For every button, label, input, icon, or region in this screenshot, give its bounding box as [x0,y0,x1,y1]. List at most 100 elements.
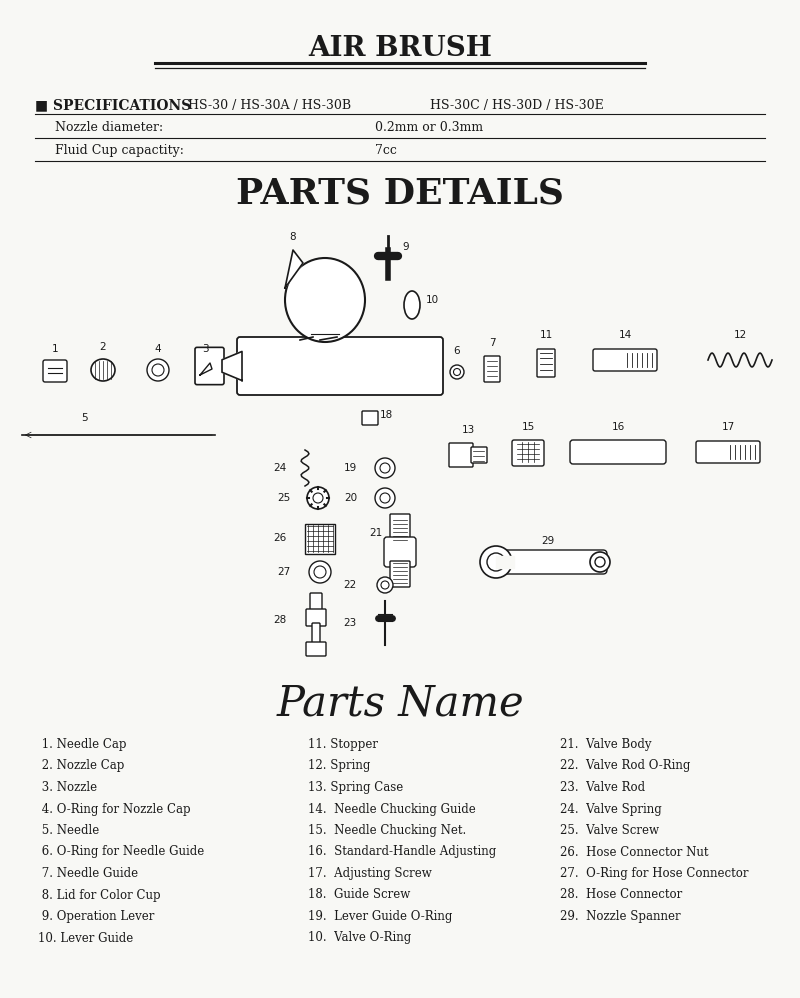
FancyBboxPatch shape [362,411,378,425]
Ellipse shape [285,258,365,342]
Text: HS-30C / HS-30D / HS-30E: HS-30C / HS-30D / HS-30E [430,99,604,112]
Text: 12: 12 [734,330,746,340]
FancyBboxPatch shape [489,550,607,574]
Text: 21.  Valve Body: 21. Valve Body [560,738,651,751]
Text: 6: 6 [454,346,460,356]
Circle shape [147,359,169,381]
FancyBboxPatch shape [384,537,416,567]
Text: 3: 3 [202,344,208,354]
Circle shape [307,487,329,509]
Circle shape [590,552,610,572]
Text: 18: 18 [380,410,394,420]
Text: 14: 14 [618,330,632,340]
Text: Parts Name: Parts Name [276,682,524,724]
Text: HS-30 / HS-30A / HS-30B: HS-30 / HS-30A / HS-30B [188,99,351,112]
Text: 17: 17 [722,422,734,432]
Text: 29: 29 [542,536,554,546]
Circle shape [375,488,395,508]
Text: 1: 1 [52,344,58,354]
Text: 20: 20 [344,493,357,503]
Text: 16: 16 [611,422,625,432]
Text: 4: 4 [154,344,162,354]
Circle shape [454,368,461,375]
Text: 29.  Nozzle Spanner: 29. Nozzle Spanner [560,910,681,923]
Text: 14.  Needle Chucking Guide: 14. Needle Chucking Guide [308,802,476,815]
Text: 27: 27 [277,567,290,577]
Text: 9. Operation Lever: 9. Operation Lever [38,910,154,923]
Text: 22.  Valve Rod O-Ring: 22. Valve Rod O-Ring [560,759,690,772]
FancyBboxPatch shape [449,443,473,467]
Text: 9: 9 [402,242,409,252]
FancyBboxPatch shape [537,349,555,377]
Circle shape [487,553,505,571]
Text: 5: 5 [82,413,88,423]
Text: 7. Needle Guide: 7. Needle Guide [38,867,138,880]
Circle shape [480,546,512,578]
FancyBboxPatch shape [237,337,443,395]
Polygon shape [222,351,242,380]
FancyBboxPatch shape [512,440,544,466]
Polygon shape [285,250,303,288]
Text: 24.  Valve Spring: 24. Valve Spring [560,802,662,815]
FancyBboxPatch shape [310,593,322,613]
Text: 23.  Valve Rod: 23. Valve Rod [560,781,645,794]
Text: 16.  Standard-Handle Adjusting: 16. Standard-Handle Adjusting [308,845,496,858]
FancyBboxPatch shape [306,609,326,626]
Text: 2: 2 [100,342,106,352]
Text: 24: 24 [274,463,287,473]
Text: 7: 7 [489,338,495,348]
Text: 6. O-Ring for Needle Guide: 6. O-Ring for Needle Guide [38,845,204,858]
Text: 11: 11 [539,330,553,340]
Text: 15: 15 [522,422,534,432]
Circle shape [381,581,389,589]
Text: 19.  Lever Guide O-Ring: 19. Lever Guide O-Ring [308,910,452,923]
Text: 11. Stopper: 11. Stopper [308,738,378,751]
Circle shape [380,493,390,503]
Text: 13: 13 [462,425,474,435]
Text: 28.  Hose Connector: 28. Hose Connector [560,888,682,901]
Circle shape [450,365,464,379]
Text: Fluid Cup capactity:: Fluid Cup capactity: [55,144,184,157]
Circle shape [314,566,326,578]
Text: 8. Lid for Color Cup: 8. Lid for Color Cup [38,888,161,901]
Text: 0.2mm or 0.3mm: 0.2mm or 0.3mm [375,121,483,134]
FancyBboxPatch shape [696,441,760,463]
Text: AIR BRUSH: AIR BRUSH [308,35,492,62]
FancyBboxPatch shape [570,440,666,464]
Text: 21: 21 [369,528,382,538]
Circle shape [313,493,323,503]
Text: 8: 8 [290,232,296,242]
Text: 13. Spring Case: 13. Spring Case [308,781,403,794]
Text: 2. Nozzle Cap: 2. Nozzle Cap [38,759,124,772]
Text: 5. Needle: 5. Needle [38,824,99,837]
Text: 18.  Guide Screw: 18. Guide Screw [308,888,410,901]
Text: 23: 23 [344,618,357,628]
Circle shape [595,557,605,567]
Text: Nozzle diameter:: Nozzle diameter: [55,121,163,134]
Text: 3. Nozzle: 3. Nozzle [38,781,97,794]
Text: 27.  O-Ring for Hose Connector: 27. O-Ring for Hose Connector [560,867,749,880]
Text: 7cc: 7cc [375,144,397,157]
Text: 28: 28 [274,615,287,625]
Text: 26.  Hose Connector Nut: 26. Hose Connector Nut [560,845,709,858]
Polygon shape [300,337,337,340]
FancyBboxPatch shape [43,360,67,382]
Text: 10: 10 [426,295,439,305]
FancyBboxPatch shape [390,561,410,587]
Circle shape [309,561,331,583]
FancyBboxPatch shape [306,642,326,656]
Bar [305,524,335,554]
Circle shape [377,577,393,593]
FancyBboxPatch shape [484,356,500,382]
Text: 19: 19 [344,463,357,473]
Text: 15.  Needle Chucking Net.: 15. Needle Chucking Net. [308,824,466,837]
Text: 10. Lever Guide: 10. Lever Guide [38,931,134,944]
Text: 4. O-Ring for Nozzle Cap: 4. O-Ring for Nozzle Cap [38,802,190,815]
Text: 12. Spring: 12. Spring [308,759,370,772]
Text: PARTS DETAILS: PARTS DETAILS [236,176,564,210]
Polygon shape [200,363,212,375]
FancyBboxPatch shape [471,447,487,463]
Text: ■ SPECIFICATIONS: ■ SPECIFICATIONS [35,98,191,112]
Circle shape [152,364,164,376]
Circle shape [375,458,395,478]
